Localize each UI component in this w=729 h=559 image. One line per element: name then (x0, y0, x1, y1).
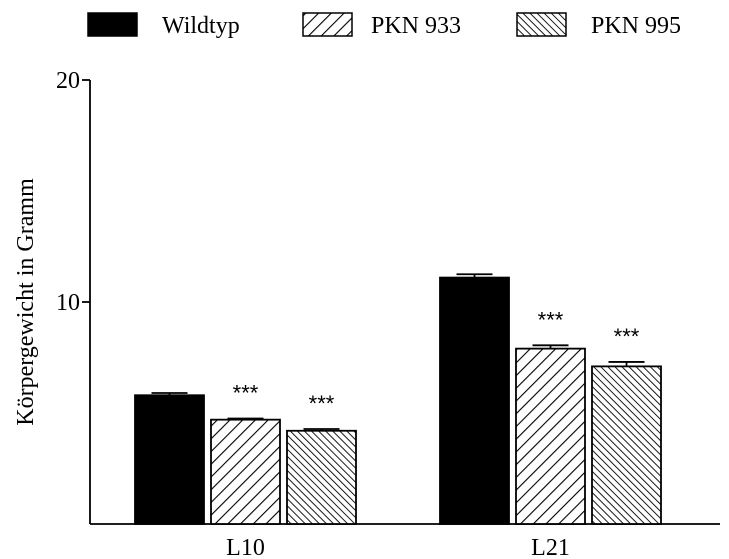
bar-pkn-995-l10 (286, 429, 357, 525)
legend-swatch-wildtyp (87, 12, 138, 37)
significance-label: *** (538, 307, 564, 332)
legend-swatch-pkn-995 (516, 12, 567, 37)
significance-label: *** (309, 391, 335, 416)
legend-label-wildtyp: Wildtyp (162, 13, 240, 39)
legend: Wildtyp PKN 933 PKN 995 (87, 12, 681, 39)
significance-label: *** (614, 324, 640, 349)
significance-label: *** (233, 381, 259, 406)
x-tick-labels: L10 L21 (226, 535, 570, 559)
y-tick-label: 10 (56, 290, 80, 316)
bars: *** *** *** *** (134, 273, 662, 525)
bar-wildtyp-l21 (439, 276, 510, 525)
bar-pkn-933-l21 (515, 347, 586, 525)
y-ticks: 10 20 (56, 68, 90, 316)
bar-pkn-995-l21 (591, 365, 662, 525)
x-tick-label-l10: L10 (226, 535, 265, 559)
legend-label-pkn-995: PKN 995 (591, 13, 681, 39)
legend-label-pkn-933: PKN 933 (371, 13, 461, 39)
y-axis-title: Körpergewicht in Gramm (13, 178, 39, 426)
bar-pkn-933-l10 (210, 418, 281, 525)
legend-swatch-pkn-933 (302, 12, 353, 37)
y-tick-label: 20 (56, 68, 80, 94)
bar-wildtyp-l10 (134, 394, 205, 525)
x-tick-label-l21: L21 (531, 535, 570, 559)
